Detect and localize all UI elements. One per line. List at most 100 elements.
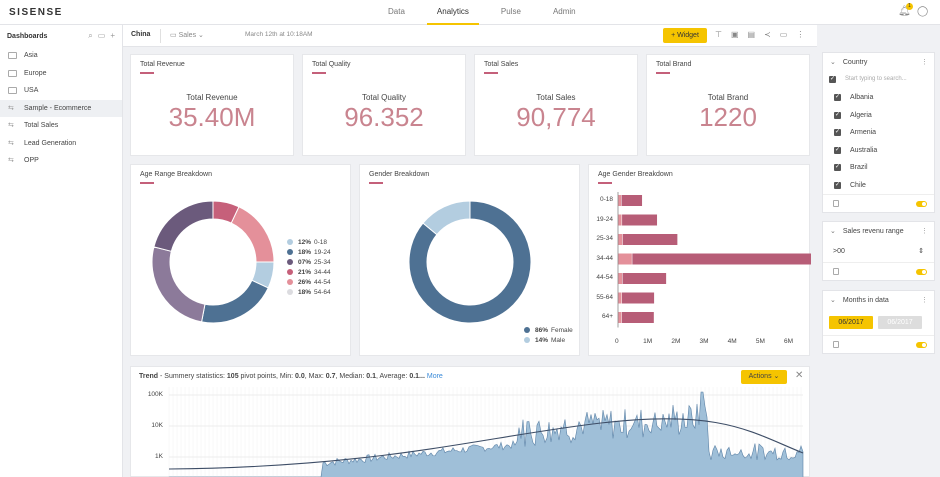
donut-slice-1[interactable] [422,200,471,236]
search-icon[interactable]: ⌕ [88,31,93,40]
trend-area[interactable] [168,391,804,477]
filter-header[interactable]: ⌄ Months in data ⋮ [823,291,934,309]
tab-admin[interactable]: Admin [552,7,576,16]
to-date-button[interactable]: 06/2017 [878,316,922,329]
trend-card[interactable]: Trend - Summery statistics: 105 pivot po… [130,366,810,477]
legend-item-0-18[interactable]: 12% 0-18 [287,237,331,247]
checkbox[interactable]: ✓ [834,129,841,137]
layout-icon[interactable]: ▤ [747,30,756,39]
stepper-icon[interactable]: ⇕ [918,248,924,255]
bar-segment-light[interactable] [618,253,632,265]
add-icon[interactable]: + [110,31,115,40]
filter-icon[interactable]: ⊤ [715,30,722,39]
folder-icon [8,87,17,95]
country-option[interactable]: ✓ Armenia [823,124,934,142]
folder-dropdown[interactable]: ▭ Sales ⌄ [170,31,204,39]
user-icon[interactable]: ◯ [917,6,929,17]
sidebar-item-europe[interactable]: Europe [0,65,122,83]
sidebar-item-usa[interactable]: USA [0,82,122,100]
checkbox[interactable]: ✓ [834,164,841,172]
from-date-button[interactable]: 06/2017 [829,316,873,329]
kpi-card-total-quality[interactable]: Total Quality Total Quality 96.352 [302,54,466,156]
bar-segment-light[interactable] [618,234,623,245]
gender-card[interactable]: Gender Breakdown 86% Female 14% Male [359,164,580,356]
add-widget-button[interactable]: + Widget [663,28,707,43]
bar-segment-dark[interactable] [621,195,643,206]
checkbox[interactable]: ✓ [834,111,841,119]
donut-slice-1[interactable] [230,206,275,263]
more-icon[interactable]: ⋮ [921,297,928,304]
bar-segment-dark[interactable] [622,214,658,226]
tab-pulse[interactable]: Pulse [500,7,521,16]
tab-analytics[interactable]: Analytics [426,0,479,25]
kpi-card-total-sales[interactable]: Total Sales Total Sales 90,774 [474,54,638,156]
donut-slice-3[interactable] [200,279,269,324]
kpi-card-total-brand[interactable]: Total Brand Total Brand 1220 [646,54,810,156]
country-option[interactable]: ✓ Australia [823,142,934,160]
more-icon[interactable]: ⋮ [796,30,805,39]
age-range-card[interactable]: Age Range Breakdown 12% 0-18 18% 19-24 07% 25… [130,164,351,356]
search-input[interactable]: Start typing to search... [845,76,907,82]
trash-icon[interactable] [833,200,839,207]
bar-segment-light[interactable] [618,195,621,206]
bar-segment-light[interactable] [618,312,622,323]
sidebar-item-total-sales[interactable]: ⇆ Total Sales [0,117,122,135]
close-icon[interactable]: ✕ [795,370,804,381]
filter-toggle[interactable] [916,268,927,275]
lock-icon[interactable]: ▣ [730,30,739,39]
option-label: Australia [850,146,878,154]
donut-slice-0[interactable] [408,200,532,324]
more-icon[interactable]: ⋮ [921,59,928,66]
trash-icon[interactable] [833,268,839,275]
more-icon[interactable]: ⋮ [921,228,928,235]
bar-segment-light[interactable] [618,292,622,304]
legend-item-Male[interactable]: 14% Male [524,335,573,345]
bell-icon[interactable]: 🔔︎ 1 [898,3,913,17]
country-option[interactable]: ✓ Brazil [823,159,934,177]
legend-item-44-54[interactable]: 26% 44-54 [287,277,331,287]
bar-segment-dark[interactable] [621,312,654,323]
new-folder-icon[interactable]: ▭ [97,31,106,40]
bar-segment-dark[interactable] [622,273,667,284]
filter-toggle[interactable] [916,200,927,207]
sisense-logo[interactable]: SISENSE [9,7,63,18]
kpi-card-total-revenue[interactable]: Total Revenue Total Revenue 35.40M [130,54,294,156]
legend-percent: 07% [298,258,312,266]
legend-item-Female[interactable]: 86% Female [524,325,573,335]
sidebar-item-lead-generation[interactable]: ⇆ Lead Generation [0,135,122,153]
country-option[interactable]: ✓ Albania [823,89,934,107]
checkbox[interactable]: ✓ [834,146,841,154]
tab-data[interactable]: Data [388,7,405,16]
sidebar-item-opp[interactable]: ⇆ OPP [0,152,122,170]
legend-item-54-64[interactable]: 18% 54-64 [287,287,331,297]
sidebar-item-sample-ecommerce[interactable]: ⇆ Sample - Ecommerce [0,99,122,117]
donut-slice-4[interactable] [151,246,206,323]
filter-toggle[interactable] [916,341,927,348]
actions-button[interactable]: Actions ⌄ [741,370,787,384]
donut-slice-5[interactable] [153,200,214,252]
bar-segment-dark[interactable] [632,253,811,265]
bar-segment-dark[interactable] [621,292,655,304]
bar-segment-light[interactable] [618,273,623,284]
filter-header[interactable]: ⌄ Sales revenu range ⋮ [823,222,934,240]
share-icon[interactable]: ≺ [764,30,771,39]
legend-item-34-44[interactable]: 21% 34-44 [287,267,331,277]
display-icon[interactable]: ▭ [779,30,788,39]
country-option[interactable]: ✓ Chile [823,177,934,195]
select-all-checkbox[interactable]: ✓ [829,75,836,83]
filter-header[interactable]: ⌄ Country ⋮ [823,53,934,71]
more-link[interactable]: More [426,373,443,380]
checkbox[interactable]: ✓ [834,94,841,102]
sidebar-item-asia[interactable]: Asia [0,47,122,65]
bar-segment-light[interactable] [618,214,622,226]
checkbox[interactable]: ✓ [834,181,841,189]
legend-item-25-34[interactable]: 07% 25-34 [287,257,331,267]
country-option[interactable]: ✓ Algeria [823,107,934,125]
sidebar-title: Dashboards [7,32,48,40]
country-search[interactable]: ✓ Start typing to search... [829,73,928,85]
legend-item-19-24[interactable]: 18% 19-24 [287,247,331,257]
trash-icon[interactable] [833,341,839,348]
bar-segment-dark[interactable] [622,234,678,245]
range-value[interactable]: >00 ⇕ [829,244,928,258]
age-gender-card[interactable]: Age Gender Breakdown 0-18 19-24 25-34 34-44… [588,164,811,356]
